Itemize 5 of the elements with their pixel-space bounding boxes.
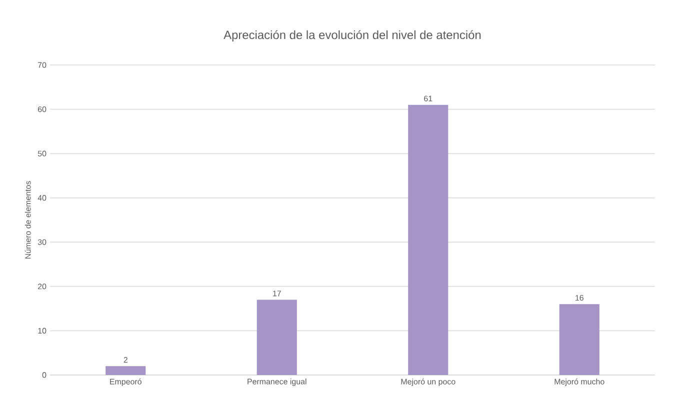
bar <box>256 300 297 375</box>
chart-title: Apreciación de la evolución del nivel de atención <box>224 30 481 42</box>
bar <box>408 104 448 375</box>
bar <box>106 366 146 375</box>
bar <box>559 304 600 375</box>
